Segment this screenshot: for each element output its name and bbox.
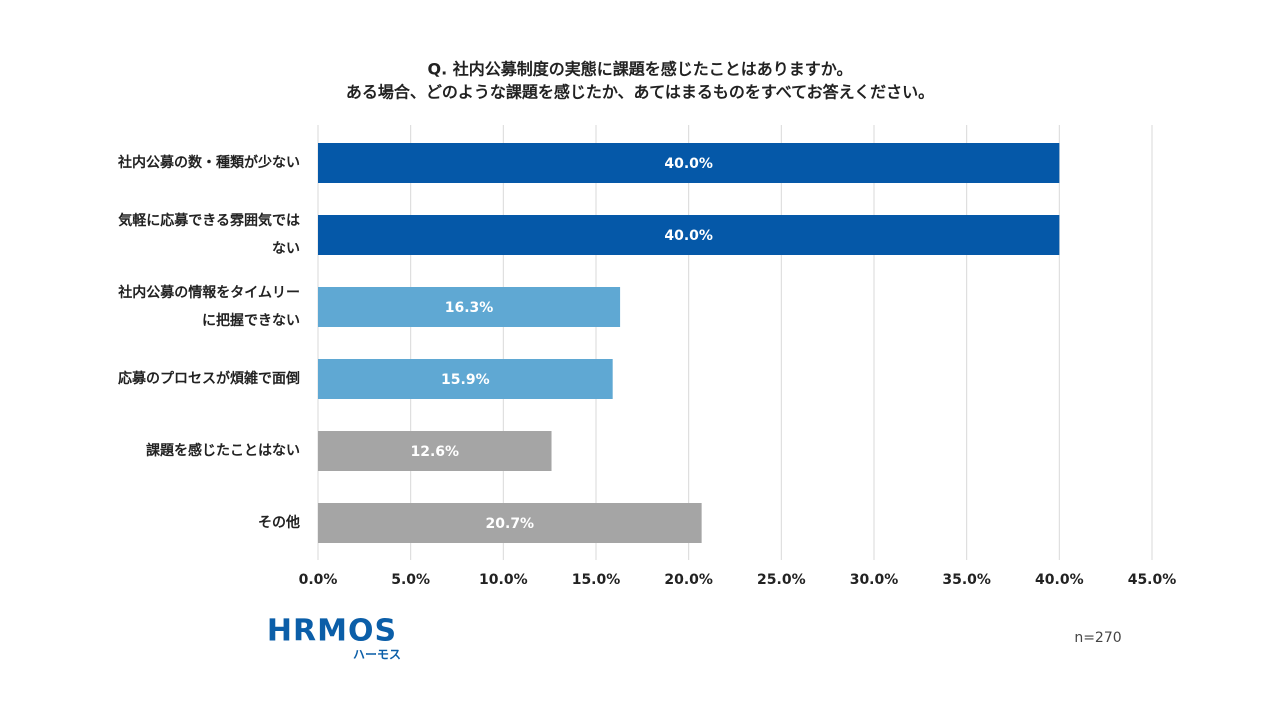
y-tick-label: その他: [258, 515, 300, 531]
bar: [318, 287, 621, 327]
bar: [318, 143, 1060, 183]
value-label: 20.7%: [486, 516, 535, 532]
y-tick-label: 課題を感じたことはない: [146, 443, 300, 459]
x-tick-label: 15.0%: [572, 572, 621, 588]
bar: [318, 215, 1060, 255]
x-tick-label: 25.0%: [757, 572, 806, 588]
x-tick-label: 5.0%: [391, 572, 430, 588]
logo-subtext: ハーモス: [353, 648, 401, 662]
bar: [318, 503, 702, 543]
value-label: 16.3%: [445, 300, 494, 316]
x-tick-label: 45.0%: [1128, 572, 1177, 588]
value-label: 15.9%: [441, 372, 490, 388]
chart-title: Q. 社内公募制度の実態に課題を感じたことはありますか。: [428, 60, 853, 79]
chart-title: ある場合、どのような課題を感じたか、あてはまるものをすべてお答えください。: [346, 83, 934, 102]
value-label: 40.0%: [664, 228, 713, 244]
x-tick-label: 0.0%: [299, 572, 338, 588]
y-tick-label: 応募のプロセスが煩雑で面倒: [118, 371, 300, 387]
bar: [318, 431, 552, 471]
x-tick-label: 20.0%: [664, 572, 713, 588]
value-label: 40.0%: [664, 156, 713, 172]
x-tick-label: 30.0%: [850, 572, 899, 588]
y-tick-label: 社内公募の数・種類が少ない: [118, 155, 300, 171]
x-tick-label: 35.0%: [942, 572, 991, 588]
x-tick-label: 10.0%: [479, 572, 528, 588]
x-tick-label: 40.0%: [1035, 572, 1084, 588]
logo: HRMOS: [267, 614, 397, 649]
y-tick-label: 社内公募の情報をタイムリー に把握できない: [118, 285, 300, 329]
value-label: 12.6%: [410, 444, 459, 460]
note: n=270: [1074, 630, 1121, 646]
bar: [318, 359, 613, 399]
y-tick-label: 気軽に応募できる雰囲気では ない: [118, 213, 300, 257]
